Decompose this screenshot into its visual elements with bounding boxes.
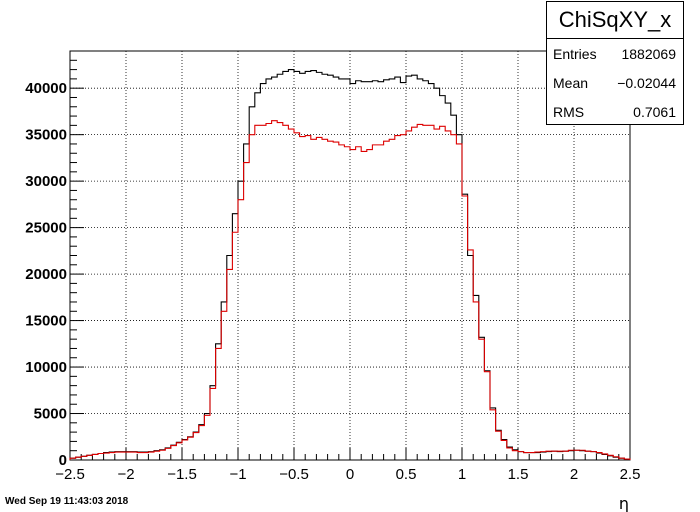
y-tick-label: 10000 bbox=[25, 359, 67, 376]
stats-row-entries: Entries 1882069 bbox=[547, 39, 683, 68]
y-tick-label: 15000 bbox=[25, 313, 67, 330]
x-tick-label: 1 bbox=[458, 466, 466, 483]
x-tick-label: −2.5 bbox=[55, 466, 85, 483]
series-group bbox=[69, 69, 631, 460]
stats-value: −0.02044 bbox=[617, 74, 676, 91]
stats-label: RMS bbox=[553, 103, 585, 120]
x-tick-label: −0.5 bbox=[279, 466, 309, 483]
stats-label: Entries bbox=[553, 45, 597, 62]
stats-row-mean: Mean −0.02044 bbox=[547, 68, 683, 97]
x-tick-label: −1 bbox=[229, 466, 246, 483]
y-tick-label: 20000 bbox=[25, 266, 67, 283]
x-axis-label: η bbox=[619, 494, 629, 512]
x-tick-label: 2 bbox=[570, 466, 578, 483]
y-tick-label: 25000 bbox=[25, 220, 67, 237]
stats-row-rms: RMS 0.7061 bbox=[547, 97, 683, 126]
x-tick-label: −2 bbox=[117, 466, 134, 483]
stats-label: Mean bbox=[553, 74, 589, 91]
grid-lines bbox=[70, 51, 630, 460]
x-tick-label: 0 bbox=[346, 466, 354, 483]
y-tick-label: 0 bbox=[59, 452, 67, 469]
x-tick-label: 2.5 bbox=[620, 466, 641, 483]
footer-date: Wed Sep 19 11:43:03 2018 bbox=[5, 496, 129, 507]
axes: −2.5 −2 −1.5 −1 −0.5 0 0.5 1 1.5 2 2.5 0 5000 10000 15… bbox=[25, 59, 641, 483]
stats-box: ChiSqXY_x Entries 1882069 Mean −0.02044 … bbox=[546, 1, 684, 125]
y-tick-label: 5000 bbox=[34, 406, 67, 423]
x-tick-label: 1.5 bbox=[508, 466, 529, 483]
x-tick-label: 0.5 bbox=[396, 466, 417, 483]
y-tick-label: 40000 bbox=[25, 80, 67, 97]
series-red-histogram bbox=[69, 120, 631, 460]
stats-value: 1882069 bbox=[621, 45, 676, 62]
y-tick-label: 30000 bbox=[25, 173, 67, 190]
stats-title: ChiSqXY_x bbox=[547, 2, 683, 39]
y-tick-label: 35000 bbox=[25, 127, 67, 144]
stats-value: 0.7061 bbox=[633, 103, 676, 120]
x-tick-label: −1.5 bbox=[167, 466, 197, 483]
